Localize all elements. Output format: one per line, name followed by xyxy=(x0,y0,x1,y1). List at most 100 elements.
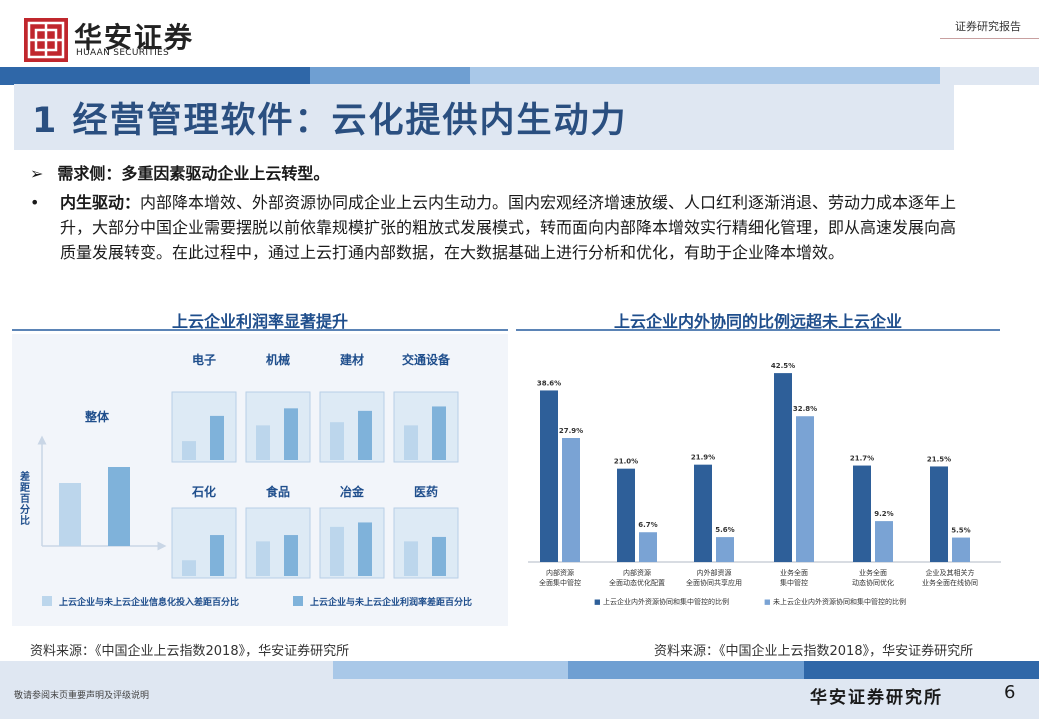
industry-box xyxy=(319,507,385,579)
left-source: 资料来源：《中国企业上云指数2018》，华安证券研究所 xyxy=(30,644,350,659)
legend-series1-mark: ■ xyxy=(594,598,601,606)
bullet-internal-drive: • 内生驱动：内部降本增效、外部资源协同成企业上云内生动力。国内宏观经济增速放缓… xyxy=(30,190,970,265)
bar-series2 xyxy=(716,537,734,562)
overall-invest-bar xyxy=(59,483,81,546)
bar-value-label: 5.6% xyxy=(715,526,734,534)
left-panel-rule xyxy=(12,329,508,331)
legend-series1-text: 上云企业内外资源协同和集中管控的比例 xyxy=(603,597,729,606)
bar-value-label: 9.2% xyxy=(874,510,893,518)
legend-invest-swatch xyxy=(42,596,52,606)
category-label: 内外部资源 xyxy=(697,568,732,577)
bar-value-label: 5.5% xyxy=(951,527,970,535)
industry-invest-bar xyxy=(182,560,196,576)
left-panel-bg xyxy=(12,334,508,626)
brand-name-en: HUAAN SECURITIES xyxy=(76,48,170,58)
bar-series2 xyxy=(562,438,580,562)
arrow-bullet-icon: ➢ xyxy=(30,164,44,183)
industry-label: 机械 xyxy=(266,352,290,367)
legend-profit-swatch xyxy=(293,596,303,606)
category-label: 动态协同优化 xyxy=(852,578,894,587)
left-ylabel: 差距百分比 xyxy=(20,470,30,527)
bar-series1 xyxy=(694,464,712,562)
industry-profit-bar xyxy=(432,406,446,460)
industry-invest-bar xyxy=(330,422,344,460)
industry-box xyxy=(393,507,459,579)
industry-box xyxy=(245,391,311,463)
industry-label: 医药 xyxy=(414,484,438,499)
industry-label: 建材 xyxy=(339,352,364,367)
industry-profit-bar xyxy=(284,408,298,460)
industry-invest-bar xyxy=(330,526,344,576)
bullet-internal-label: 内生驱动： xyxy=(60,193,141,212)
bar-series2 xyxy=(796,416,814,562)
category-label: 业务全面 xyxy=(859,568,887,577)
bullet-internal-text: 内部降本增效、外部资源协同成企业上云内生动力。国内宏观经济增速放缓、人口红利逐渐… xyxy=(60,193,957,262)
industry-profit-bar xyxy=(432,536,446,576)
bar-series1 xyxy=(774,373,792,562)
brand-name-cn: 华安证券 xyxy=(74,21,195,54)
industry-label: 电子 xyxy=(192,352,216,367)
industry-invest-bar xyxy=(404,425,418,460)
overall-profit-bar xyxy=(108,467,130,546)
industry-box xyxy=(171,391,237,463)
bullet-demand: ➢ 需求侧：多重因素驱动企业上云转型。 xyxy=(30,161,329,186)
category-label: 全面动态优化配置 xyxy=(609,578,665,587)
category-label: 全面协同共享应用 xyxy=(686,578,742,587)
footer-box xyxy=(0,679,1039,719)
industry-box xyxy=(319,391,385,463)
industry-profit-bar xyxy=(358,410,372,460)
document-type: 证券研究报告 xyxy=(955,20,1021,33)
left-panel-title: 上云企业利润率显著提升 xyxy=(171,312,348,331)
category-label: 业务全面 xyxy=(780,568,808,577)
industry-invest-bar xyxy=(182,441,196,460)
industry-box xyxy=(245,507,311,579)
category-label: 内部资源 xyxy=(546,568,574,577)
industry-profit-bar xyxy=(210,415,224,460)
category-label: 业务全面在线协同 xyxy=(922,578,978,587)
bar-value-label: 21.9% xyxy=(691,454,715,462)
bar-series2 xyxy=(875,521,893,562)
bar-series1 xyxy=(540,390,558,562)
right-source: 资料来源：《中国企业上云指数2018》，华安证券研究所 xyxy=(654,644,974,659)
left-legend: 上云企业与未上云企业信息化投入差距百分比 上云企业与未上云企业利润率差距百分比 xyxy=(42,596,472,608)
chart-legend: ■ 上云企业内外资源协同和集中管控的比例 ■ 未上云企业内外资源协同和集中管控的… xyxy=(594,597,906,606)
footer-disclaimer: 敬请参阅末页重要声明及评级说明 xyxy=(14,691,150,701)
industry-box xyxy=(171,507,237,579)
bar-value-label: 32.8% xyxy=(793,405,817,413)
page-number: 6 xyxy=(1004,682,1016,703)
title-band xyxy=(0,67,1039,155)
industry-invest-bar xyxy=(256,425,270,460)
industry-profit-bar xyxy=(284,535,298,576)
right-panel-title: 上云企业内外协同的比例远超未上云企业 xyxy=(613,312,902,331)
bar-series2 xyxy=(952,537,970,562)
dot-bullet-icon: • xyxy=(30,193,40,212)
footer-band xyxy=(0,661,1039,679)
bar-value-label: 21.5% xyxy=(927,455,951,463)
bullet-demand-text: 需求侧：多重因素驱动企业上云转型。 xyxy=(57,164,330,183)
industry-label: 食品 xyxy=(265,484,290,499)
bar-value-label: 21.0% xyxy=(614,458,638,466)
category-label: 全面集中管控 xyxy=(539,578,581,587)
footer-brand: 华安证券研究所 xyxy=(810,688,943,708)
bar-series1 xyxy=(930,466,948,562)
category-label: 企业及其相关方 xyxy=(926,568,975,577)
industry-label: 冶金 xyxy=(340,484,365,499)
huaan-logo-icon xyxy=(24,18,68,62)
industry-invest-bar xyxy=(256,541,270,576)
legend-series2-mark: ■ xyxy=(764,598,771,606)
title-box xyxy=(14,84,954,150)
industry-label: 交通设备 xyxy=(402,352,451,367)
industry-label: 石化 xyxy=(191,484,216,499)
bar-series2 xyxy=(639,532,657,562)
bar-series1 xyxy=(853,465,871,562)
bar-value-label: 27.9% xyxy=(559,427,583,435)
category-label: 内部资源 xyxy=(623,568,651,577)
bar-series1 xyxy=(617,468,635,562)
industry-box xyxy=(393,391,459,463)
industry-profit-bar xyxy=(210,535,224,576)
bar-value-label: 38.6% xyxy=(537,379,561,387)
